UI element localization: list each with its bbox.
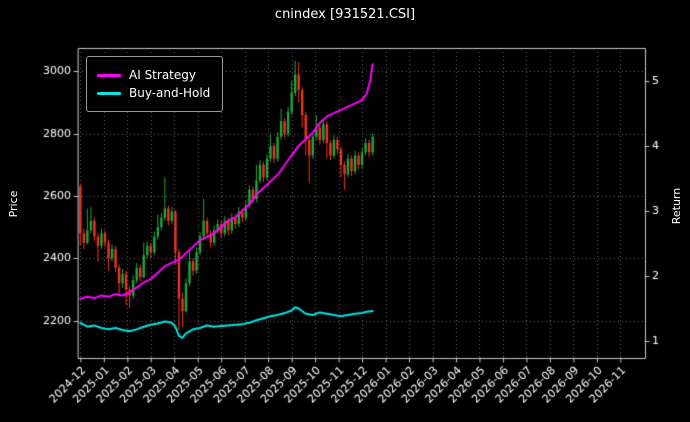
y-axis-label-return: Return	[670, 187, 683, 225]
ai-strategy-line-swatch	[97, 73, 121, 77]
buy-and-hold-line-swatch	[97, 91, 121, 95]
chart-title: cnindex [931521.CSI]	[274, 7, 416, 22]
legend-label-buy-and-hold: Buy-and-Hold	[129, 86, 211, 100]
y-axis-label-price: Price	[7, 190, 20, 218]
chart-legend: AI Strategy Buy-and-Hold	[86, 56, 224, 112]
legend-item-buy-and-hold: Buy-and-Hold	[97, 86, 210, 100]
legend-item-ai-strategy: AI Strategy	[97, 68, 210, 82]
legend-label-ai-strategy: AI Strategy	[129, 68, 196, 82]
